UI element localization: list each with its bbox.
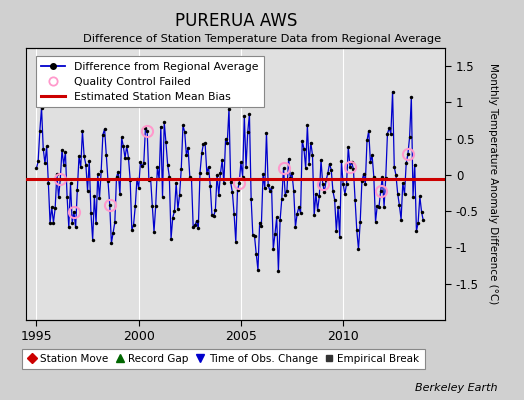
Y-axis label: Monthly Temperature Anomaly Difference (°C): Monthly Temperature Anomaly Difference (…: [488, 63, 498, 305]
Text: Berkeley Earth: Berkeley Earth: [416, 383, 498, 393]
Title: PURERUA AWS: PURERUA AWS: [174, 12, 297, 30]
Legend: Station Move, Record Gap, Time of Obs. Change, Empirical Break: Station Move, Record Gap, Time of Obs. C…: [21, 349, 425, 369]
Text: Difference of Station Temperature Data from Regional Average: Difference of Station Temperature Data f…: [83, 34, 441, 44]
